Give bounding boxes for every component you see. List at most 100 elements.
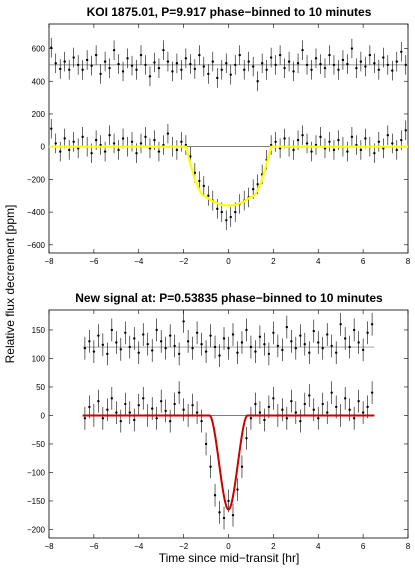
data-point <box>128 411 131 414</box>
data-point <box>301 48 304 52</box>
data-point <box>159 340 163 343</box>
data-point <box>121 137 125 140</box>
data-point <box>251 65 255 68</box>
data-point <box>72 140 75 143</box>
data-point <box>373 152 376 155</box>
data-point <box>198 179 201 183</box>
y-tick-label: −150 <box>27 497 46 506</box>
data-point <box>249 345 253 349</box>
data-point <box>364 65 367 68</box>
data-point <box>292 148 295 152</box>
x-tick-label: 6 <box>361 257 366 266</box>
x-tick-label: 6 <box>361 542 366 551</box>
data-point <box>337 68 340 72</box>
x-tick-label: 0 <box>226 542 231 551</box>
data-point <box>305 142 309 145</box>
data-point <box>193 67 197 71</box>
data-point <box>240 341 244 344</box>
data-point <box>101 417 105 420</box>
data-point <box>200 343 203 346</box>
data-point <box>326 411 329 414</box>
data-point <box>346 150 349 153</box>
data-point <box>243 68 246 72</box>
data-point <box>200 419 203 423</box>
data-point <box>400 50 403 54</box>
data-point <box>180 140 183 143</box>
data-point <box>168 334 172 337</box>
data-point <box>368 53 372 57</box>
x-tick-label: −4 <box>134 542 144 551</box>
data-point <box>247 60 250 63</box>
data-point <box>182 320 185 323</box>
data-point <box>155 417 158 420</box>
data-point <box>144 63 147 67</box>
data-point <box>343 397 347 400</box>
data-point <box>191 346 194 350</box>
data-point <box>341 58 345 62</box>
data-point <box>90 152 93 155</box>
data-point <box>159 400 163 403</box>
data-point <box>400 138 403 142</box>
data-point <box>137 351 140 354</box>
x-tick-label: 0 <box>226 257 231 266</box>
x-tick-label: −2 <box>179 542 189 551</box>
data-point <box>314 57 318 60</box>
data-point <box>209 465 212 468</box>
y-tick-label: −200 <box>27 175 46 184</box>
data-point <box>386 63 390 67</box>
data-point <box>281 408 284 411</box>
data-point <box>67 148 71 152</box>
data-point <box>225 62 228 65</box>
data-point <box>81 68 84 72</box>
data-point <box>335 405 338 409</box>
data-point <box>63 137 66 140</box>
data-point <box>180 68 183 72</box>
data-point <box>137 403 140 407</box>
data-point <box>144 135 147 139</box>
data-point <box>361 411 365 414</box>
data-point <box>359 60 363 63</box>
data-point <box>321 346 324 350</box>
data-point <box>108 66 111 70</box>
data-point <box>108 134 111 137</box>
data-point <box>225 219 228 222</box>
x-tick-label: 2 <box>271 257 276 266</box>
y-tick-label: 200 <box>32 110 46 119</box>
data-point <box>245 437 248 440</box>
data-point <box>211 60 214 63</box>
data-point <box>366 405 369 409</box>
data-point <box>296 62 300 65</box>
data-point <box>182 408 185 411</box>
data-point <box>106 352 109 356</box>
data-point <box>263 343 266 346</box>
data-point <box>299 334 302 337</box>
data-point <box>326 333 329 336</box>
data-point <box>142 397 145 400</box>
x-tick-label: 4 <box>316 257 321 266</box>
data-point <box>103 150 107 153</box>
data-point <box>274 140 277 143</box>
data-point <box>59 150 62 153</box>
data-point <box>171 70 174 73</box>
data-point <box>299 419 302 423</box>
data-point <box>238 53 241 57</box>
data-point <box>283 137 286 140</box>
data-point <box>115 411 118 414</box>
data-point <box>148 75 152 78</box>
data-point <box>348 345 351 349</box>
data-point <box>186 340 190 343</box>
plot-frame <box>48 23 409 254</box>
data-point <box>133 418 136 422</box>
data-point <box>54 142 57 145</box>
data-point <box>303 343 306 346</box>
data-point <box>204 350 208 353</box>
data-point <box>332 148 336 152</box>
data-point <box>231 333 235 336</box>
data-point <box>319 135 322 139</box>
data-point <box>83 346 87 350</box>
data-point <box>312 329 315 333</box>
data-point <box>272 397 275 400</box>
data-point <box>285 417 289 420</box>
data-point <box>377 140 381 143</box>
